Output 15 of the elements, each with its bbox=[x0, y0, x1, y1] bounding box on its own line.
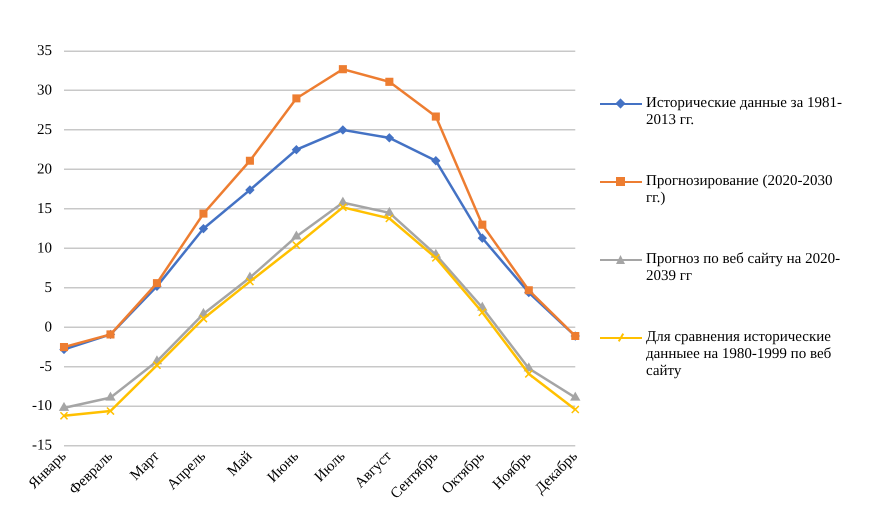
y-tick-label: -5 bbox=[39, 358, 52, 375]
legend-label: Прогноз по веб сайту на 2020-2039 гг bbox=[646, 251, 842, 285]
y-tick-label: 25 bbox=[36, 122, 52, 138]
y-tick-label: 5 bbox=[44, 280, 52, 296]
y-tick-label: 15 bbox=[36, 200, 52, 217]
y-tick-label: 35 bbox=[36, 42, 52, 59]
y-tick-label: 30 bbox=[36, 82, 52, 98]
y-tick-label: 0 bbox=[44, 319, 52, 336]
y-tick-label: 20 bbox=[36, 161, 52, 178]
legend-label: Прогнозирование (2020-2030 гг.) bbox=[646, 173, 834, 207]
y-tick-label: -10 bbox=[32, 398, 52, 414]
legend-label: Исторические данные за 1981-2013 гг. bbox=[646, 95, 843, 129]
y-tick-label: -15 bbox=[32, 438, 52, 454]
legend-label: Для сравнения исторические данныее на 1980-1999 по веб сайту bbox=[646, 329, 832, 380]
y-tick-label: 10 bbox=[36, 240, 52, 256]
